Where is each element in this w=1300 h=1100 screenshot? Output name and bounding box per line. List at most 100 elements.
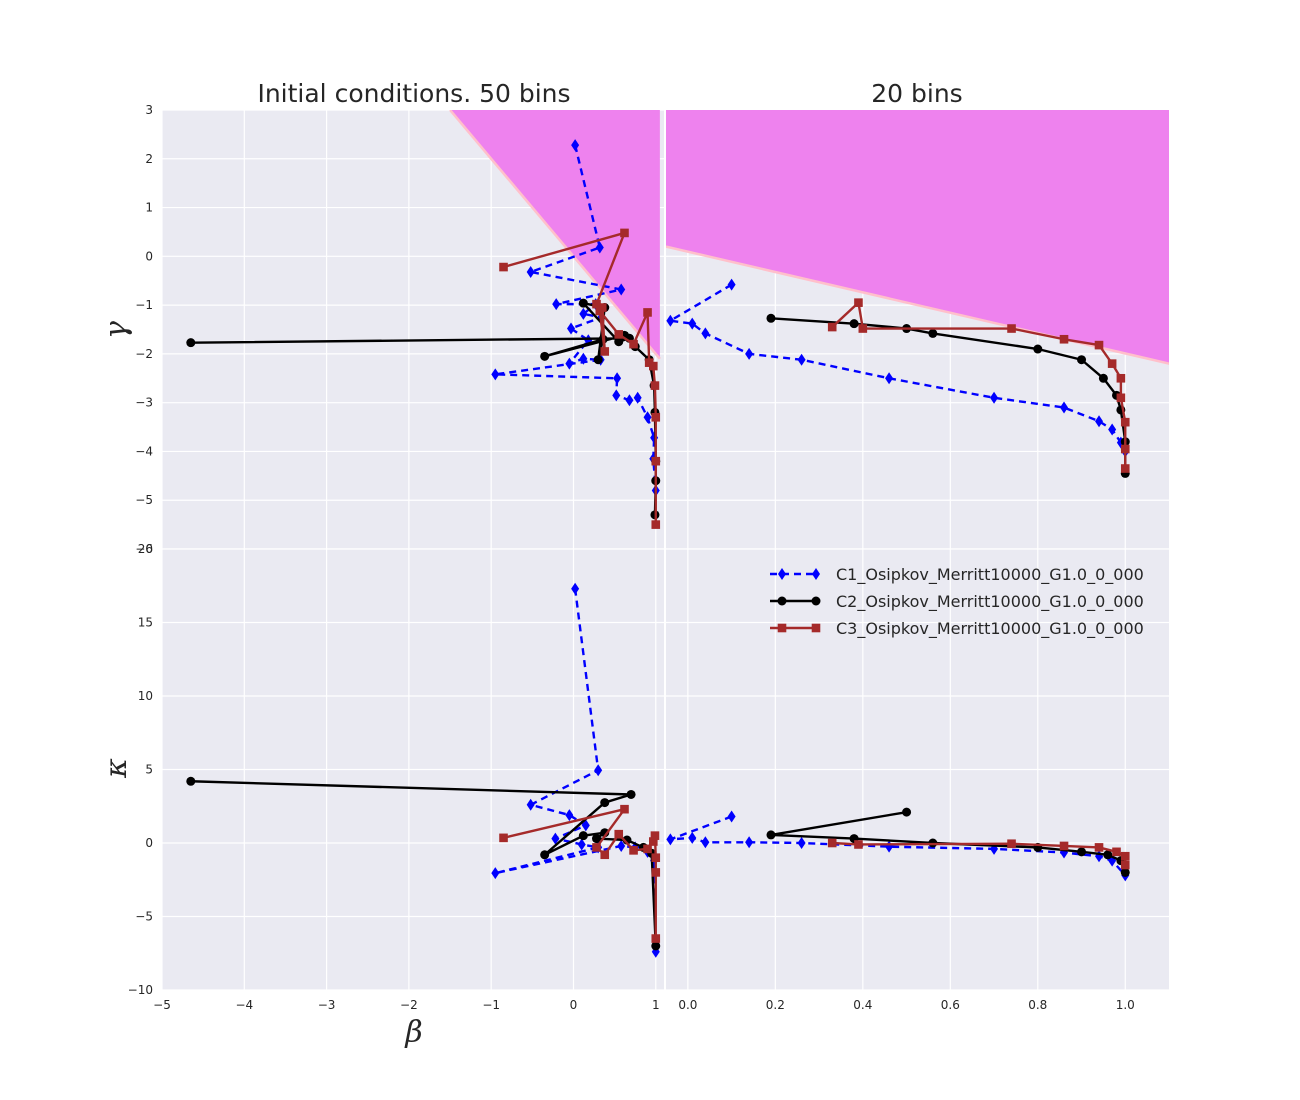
ytick-label: 0 [145,249,153,263]
xtick-label: −2 [400,998,418,1012]
ytick-label: 1 [145,201,153,215]
data-point [1077,847,1087,857]
data-point [1120,860,1130,870]
data-point [592,299,601,309]
data-point [620,228,629,238]
data-point [578,831,588,841]
data-point [651,520,661,529]
data-point [1112,847,1121,857]
data-point [491,368,500,381]
xtick-label: 1.0 [1116,998,1135,1012]
ytick-label: 5 [145,763,153,777]
data-point [499,833,508,843]
ytick-label: −5 [135,910,153,924]
data-point [643,411,652,424]
legend-marker [812,568,820,580]
data-point [186,776,196,786]
panel-bottom-right: 0.0 0.2 0.4 0.6 0.8 1.0 [666,548,1169,1012]
data-point [1116,393,1126,403]
data-point [577,838,586,851]
xtick-label: −4 [235,998,253,1012]
data-point [592,834,602,844]
legend-label: C2_Osipkov_Merritt10000_G1.0_0_000 [836,592,1144,612]
data-point [854,298,863,307]
data-point [849,319,859,329]
region-boundary [449,110,661,360]
data-point [499,262,508,272]
ytick-label: −6 [135,542,153,556]
data-point [651,941,661,951]
data-point [827,322,837,332]
data-point [186,338,196,348]
data-point [1060,401,1069,414]
data-point [581,819,590,832]
data-point [552,298,561,311]
data-point [885,372,894,385]
xtick-label: 0.4 [853,998,872,1012]
data-point [651,456,661,466]
data-point [540,351,550,361]
data-point [612,389,621,402]
data-point [827,838,837,848]
data-point [1094,340,1104,350]
ylabel-kappa: κ [99,758,134,779]
data-point [766,313,776,323]
ytick-label: −3 [135,396,153,410]
legend-marker [777,596,787,606]
ytick-label: −1 [135,298,153,312]
data-point [666,833,675,846]
data-point [643,308,652,317]
legend-marker [811,596,821,606]
ylabel-gamma: γ [99,321,134,339]
data-point [666,314,675,327]
data-point [578,298,588,308]
data-point [1007,324,1016,333]
data-point [1094,843,1104,852]
data-point [688,831,697,844]
ytick-label: 2 [145,152,153,166]
data-point [571,139,580,152]
xtick-label: 0.2 [766,998,785,1012]
legend-label: C1_Osipkov_Merritt10000_G1.0_0_000 [836,565,1144,585]
series-line [831,301,1127,469]
data-point [600,850,610,860]
data-point [1107,359,1117,368]
xtick-label: 0 [570,998,578,1012]
data-point [1120,417,1130,427]
xlabel-beta: β [404,1015,422,1050]
data-point [600,347,610,356]
data-point [643,844,652,854]
data-point [650,381,660,390]
legend-marker [811,623,821,633]
legend-marker [777,623,787,633]
plot-area [666,807,1130,882]
data-point [617,839,626,852]
data-point [858,324,868,333]
plot-area [186,582,661,958]
data-point [1108,423,1117,436]
plot-area [186,110,661,529]
data-point [1007,839,1016,849]
data-point [579,307,588,320]
data-point [651,413,661,422]
data-point [651,853,661,862]
data-point [1103,850,1113,860]
ytick-label: −10 [128,983,153,997]
data-point [727,810,736,823]
data-point [600,798,610,808]
data-point [797,353,806,366]
data-point [1120,444,1130,454]
data-point [1120,867,1130,877]
data-point [1116,373,1126,383]
ytick-label: 15 [138,616,153,630]
data-point [701,836,710,849]
data-point [649,361,658,371]
ytick-label: −4 [135,444,153,458]
title-right: 20 bins [871,79,962,108]
data-point [614,829,624,839]
data-point [620,804,629,814]
xtick-label: 0.6 [941,998,960,1012]
plot-area [666,110,1169,478]
data-point [1095,415,1104,428]
